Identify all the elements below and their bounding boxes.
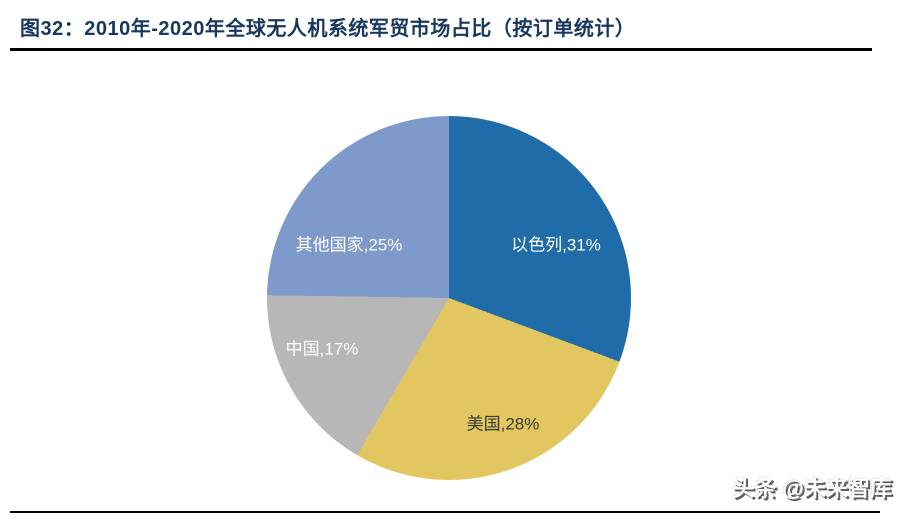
bottom-divider — [10, 511, 880, 513]
pie-chart — [267, 116, 631, 480]
figure-title: 图32：2010年-2020年全球无人机系统军贸市场占比（按订单统计） — [20, 18, 636, 40]
pie-label-usa: 美国,28% — [466, 414, 540, 434]
pie-label-others: 其他国家,25% — [295, 235, 403, 255]
pie-label-china: 中国,17% — [285, 339, 359, 359]
pie-label-israel: 以色列,31% — [511, 235, 601, 255]
watermark: 头条 @未来智库 — [732, 476, 892, 501]
title-underline — [10, 48, 872, 51]
